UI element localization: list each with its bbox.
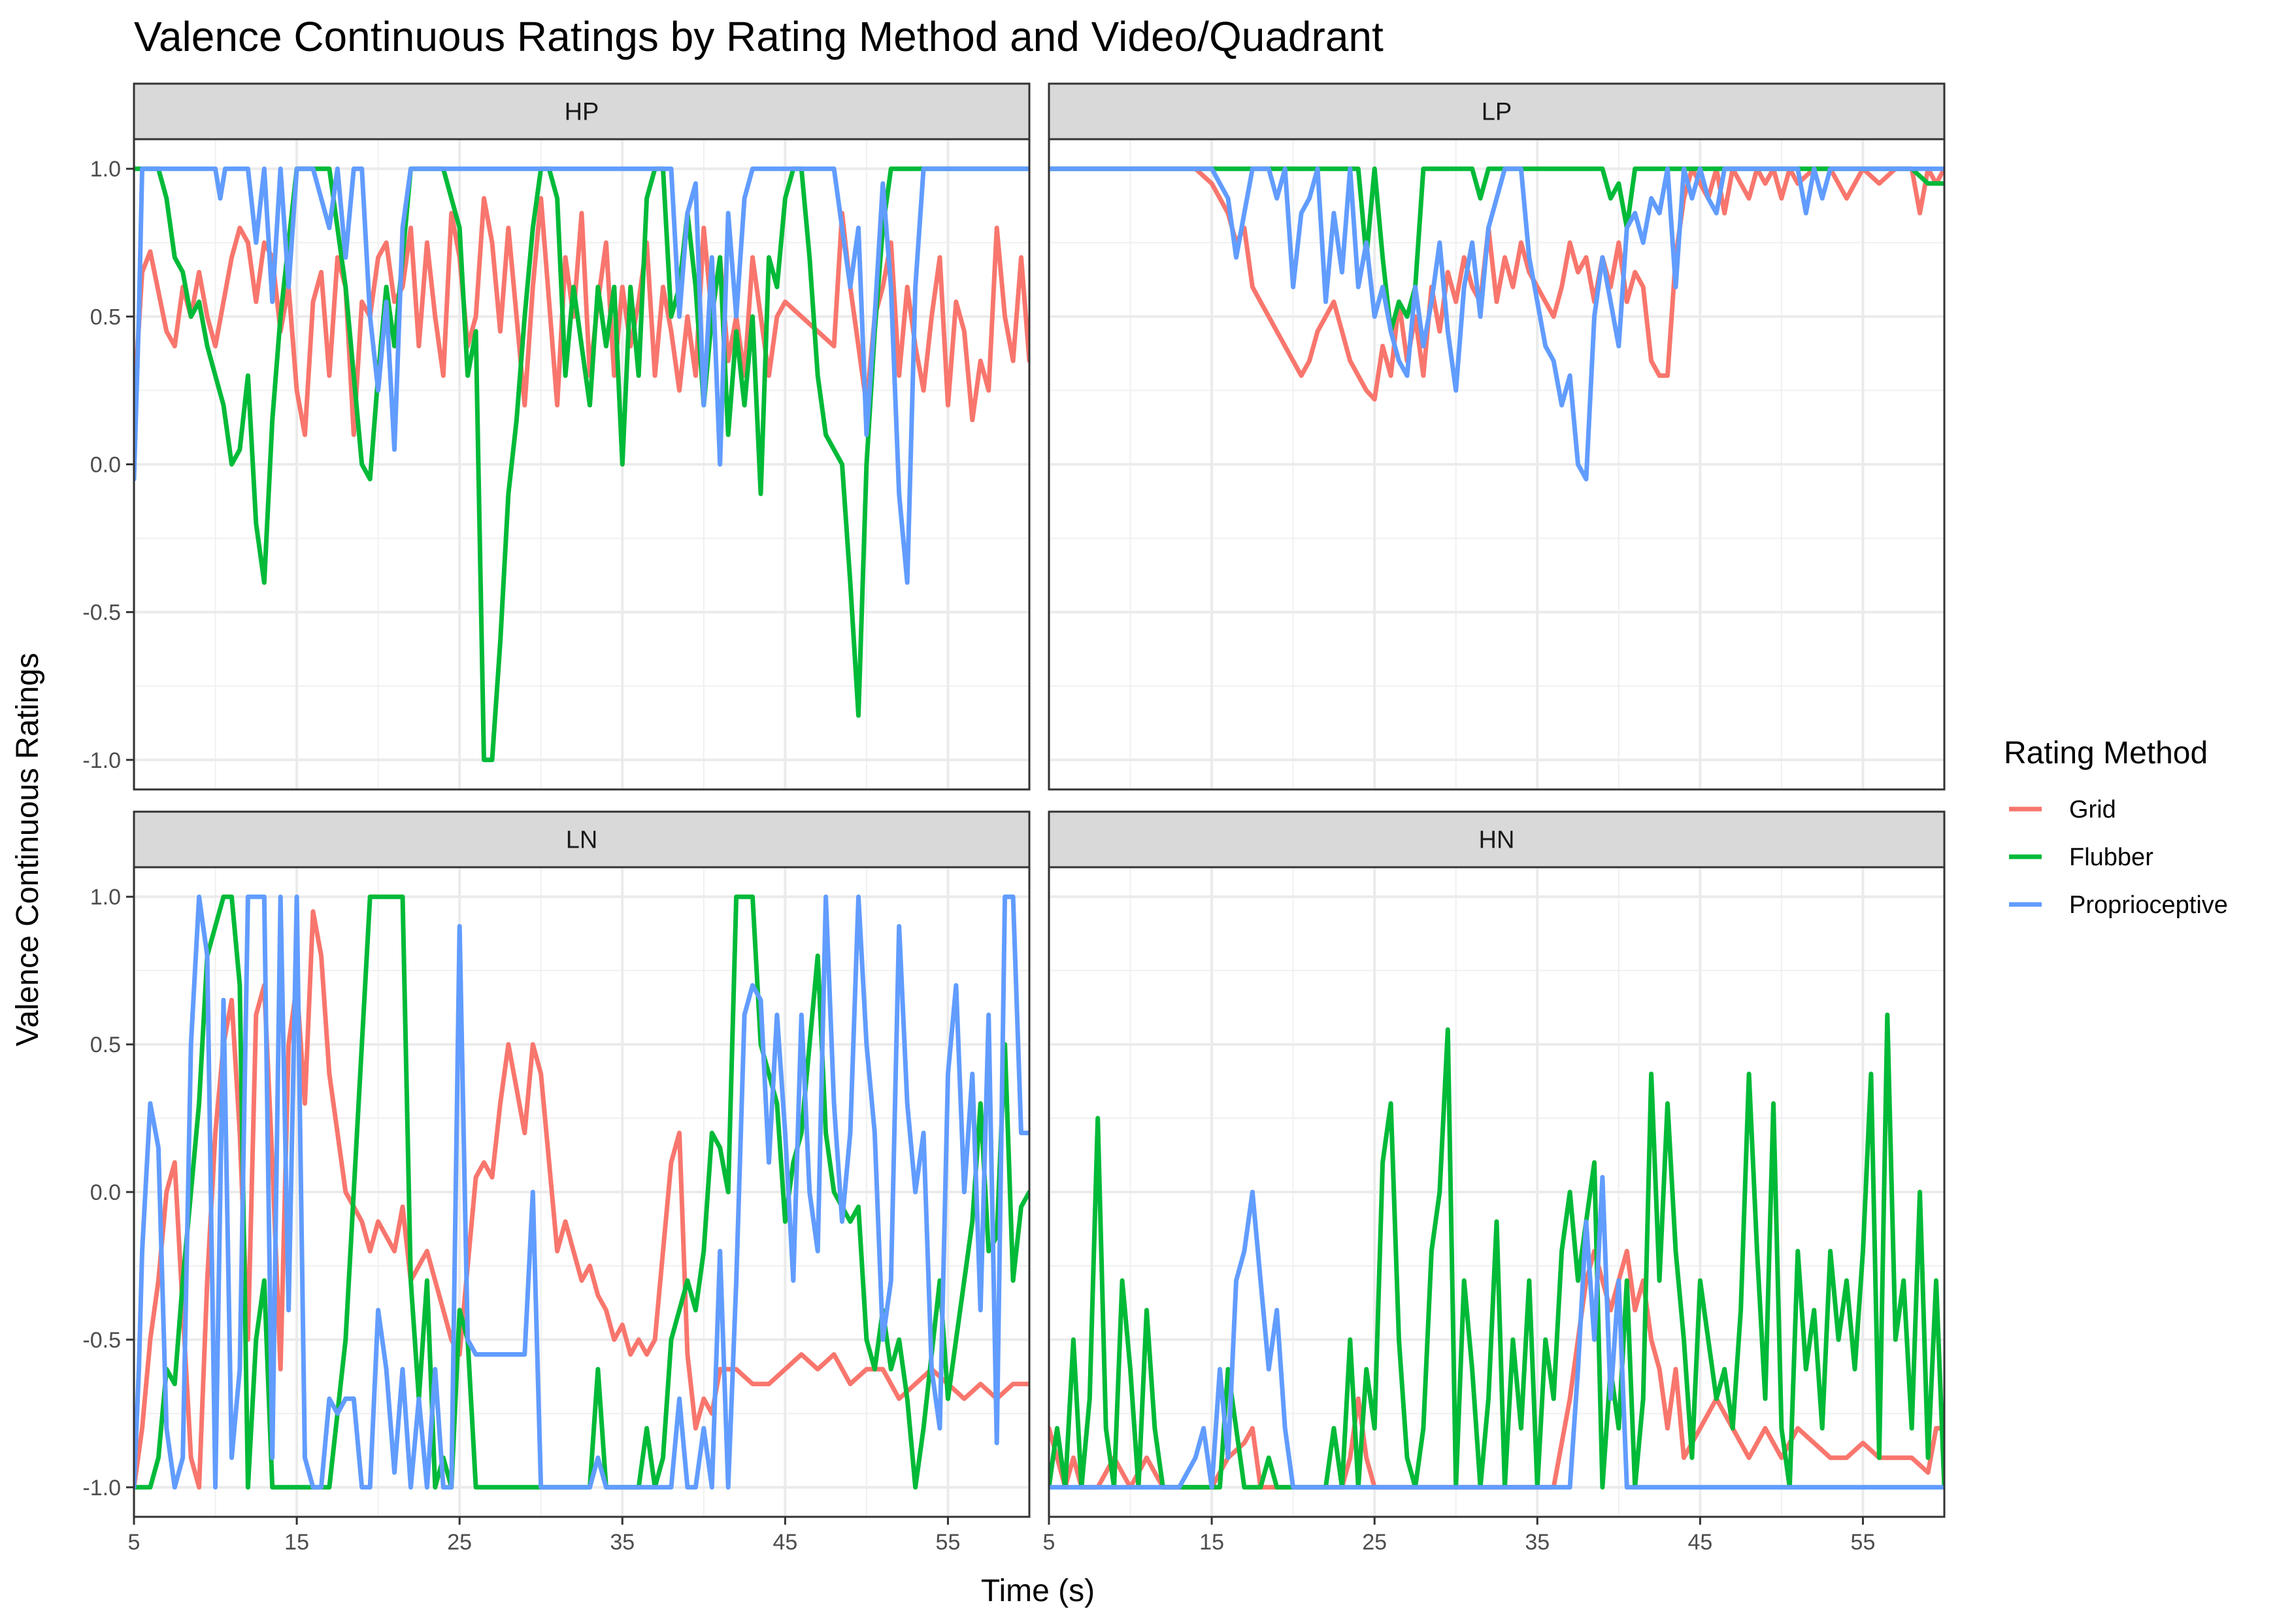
legend-label: Grid	[2069, 796, 2116, 823]
series-line-flubber	[134, 166, 1029, 763]
series-line-grid	[134, 909, 1029, 1490]
y-tick-label: -0.5	[82, 1328, 121, 1353]
panel-hn: HN	[1048, 810, 1946, 1518]
y-tick-label: -1.0	[82, 1476, 121, 1500]
facet-label: LN	[566, 827, 598, 854]
panel-border	[1048, 138, 1946, 791]
series-line-proprioceptive	[1049, 1174, 1944, 1490]
panel-lp: LP	[1048, 82, 1946, 791]
facet-label: HP	[565, 99, 599, 126]
x-tick-label: 55	[1851, 1530, 1876, 1555]
series-lines	[134, 894, 1029, 1490]
x-tick-label: 35	[610, 1530, 635, 1555]
legend: Rating Method Grid Flubber Proprioceptive	[2004, 736, 2228, 919]
chart-title: Valence Continuous Ratings by Rating Met…	[134, 13, 1384, 60]
series-line-proprioceptive	[134, 894, 1029, 1490]
y-tick-label: 0.5	[90, 305, 121, 329]
y-tick-label: 1.0	[90, 157, 121, 182]
series-line-grid	[134, 196, 1029, 437]
x-tick-label: 5	[128, 1530, 141, 1555]
facet-strip	[1048, 810, 1946, 869]
x-axis-ticks: 5 15 25 35 45 55 5 15 25 35 45 55	[128, 1517, 1876, 1555]
x-tick-label: 45	[772, 1530, 797, 1555]
x-tick-label: 55	[936, 1530, 961, 1555]
legend-label: Proprioceptive	[2069, 891, 2228, 919]
facet-label: LP	[1482, 99, 1512, 126]
panel-border	[1048, 866, 1946, 1518]
y-tick-label: 0.5	[90, 1033, 121, 1057]
x-tick-label: 5	[1043, 1530, 1055, 1555]
series-lines	[1049, 166, 1944, 482]
x-tick-label: 35	[1525, 1530, 1550, 1555]
y-tick-label: 0.0	[90, 1180, 121, 1205]
y-tick-label: -0.5	[82, 601, 121, 625]
y-tick-label: -1.0	[82, 748, 121, 773]
series-lines	[1049, 1012, 1944, 1490]
legend-label: Flubber	[2069, 844, 2153, 871]
x-tick-label: 45	[1687, 1530, 1712, 1555]
y-axis-title: Valence Continuous Ratings	[10, 653, 45, 1046]
y-tick-label: 0.0	[90, 453, 121, 478]
panel-hp: HP	[133, 82, 1031, 791]
series-line-flubber	[1049, 1012, 1944, 1490]
facet-label: HN	[1479, 827, 1515, 854]
x-axis-title: Time (s)	[981, 1574, 1095, 1608]
legend-title: Rating Method	[2004, 736, 2208, 771]
panels-group: HP LP LN HN	[133, 82, 1946, 1518]
panel-ln: LN	[133, 810, 1031, 1518]
x-tick-label: 15	[1199, 1530, 1224, 1555]
facet-strip	[1048, 82, 1946, 141]
x-tick-label: 25	[1362, 1530, 1387, 1555]
y-axis-ticks: -1.0 -0.5 0.0 0.5 1.0 -1.0 -0.5 0.0 0.5 1.0	[82, 157, 134, 1500]
series-line-grid	[1049, 166, 1944, 402]
y-tick-label: 1.0	[90, 885, 121, 910]
facet-strip	[133, 810, 1031, 869]
x-tick-label: 25	[447, 1530, 472, 1555]
series-line-proprioceptive	[1049, 166, 1944, 482]
facet-strip	[133, 82, 1031, 141]
x-tick-label: 15	[284, 1530, 309, 1555]
series-line-proprioceptive	[134, 166, 1029, 585]
series-lines	[134, 166, 1029, 763]
